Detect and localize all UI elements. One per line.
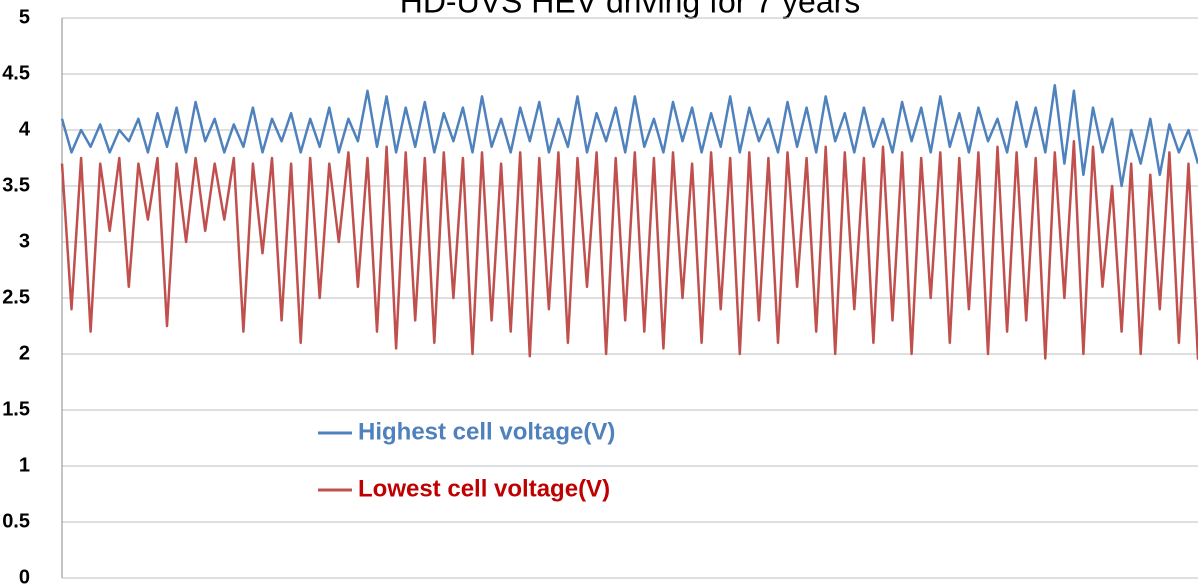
series-line [60,139,1198,360]
y-tick-label: 3.5 [2,174,30,196]
y-tick-label: 3 [19,230,30,252]
y-tick-label: 1 [19,454,30,476]
y-tick-label: 5 [19,6,30,28]
legend-label: Highest cell voltage(V) [358,418,615,445]
legend-label: Lowest cell voltage(V) [358,475,610,502]
y-tick-label: 0.5 [2,510,30,532]
y-tick-label: 0 [19,566,30,587]
y-tick-label: 1.5 [2,398,30,420]
y-tick-label: 4 [19,118,31,140]
series-line [60,83,1198,188]
y-tick-label: 2 [19,342,30,364]
y-tick-label: 4.5 [2,62,30,84]
chart-title: HD-UVS HEV driving for 7 years [400,0,861,19]
y-tick-label: 2.5 [2,286,30,308]
